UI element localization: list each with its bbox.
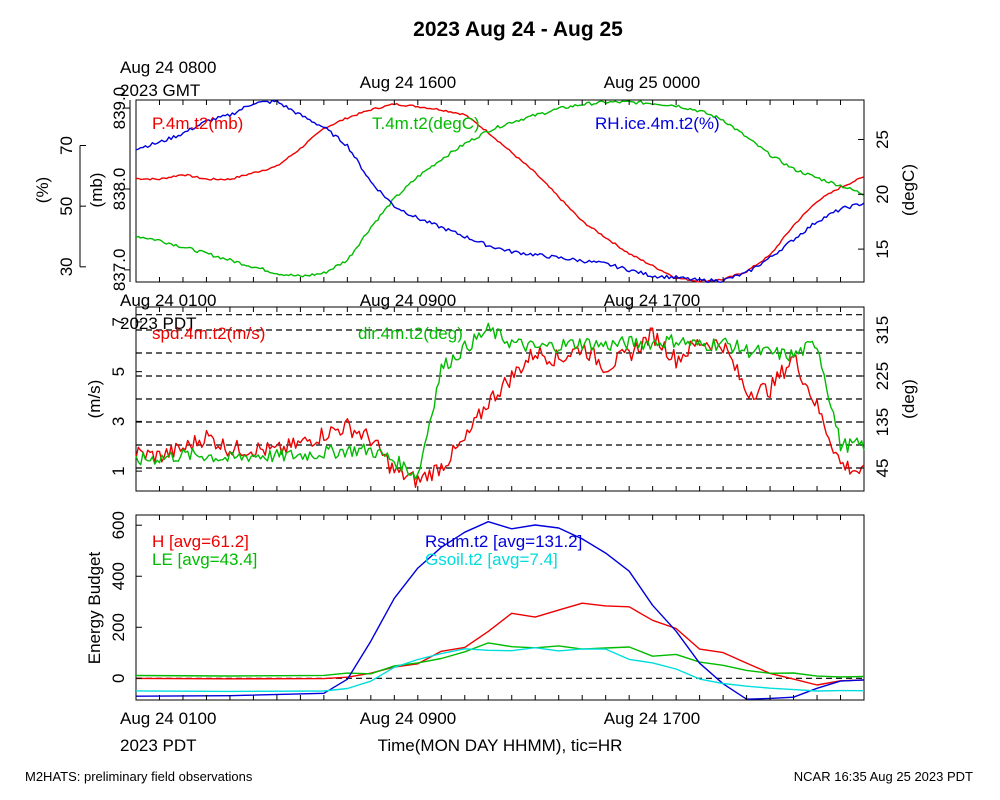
speed-tick-label: 7 — [109, 317, 128, 326]
ylabel-direction: (deg) — [899, 379, 918, 419]
mid-time-label: Aug 24 0900 — [360, 291, 456, 310]
energy-tick-label: 200 — [109, 613, 128, 641]
mid-time-label: Aug 24 1700 — [604, 291, 700, 310]
energy-tick-label: 0 — [109, 674, 128, 683]
panel-bottom: 0 200 400 600 Aug 24 0100 Aug 24 0900 Aug 24 1… — [85, 511, 865, 755]
series-speed — [135, 327, 865, 488]
ylabel-speed: (m/s) — [85, 380, 104, 419]
energy-tick-label: 400 — [109, 562, 128, 590]
panel-bottom-series — [135, 521, 865, 700]
temperature-tick-label: 15 — [873, 240, 892, 259]
ylabel-pressure: (mb) — [87, 173, 106, 208]
top-time-label: Aug 24 1600 — [360, 73, 456, 92]
speed-tick-label: 3 — [109, 417, 128, 426]
ylabel-temperature: (degC) — [899, 164, 918, 216]
series-temperature — [135, 100, 865, 278]
speed-tick-label: 5 — [109, 367, 128, 376]
series-gsoil — [135, 647, 865, 693]
legend-pressure: P.4m.t2(mb) — [152, 114, 243, 133]
pressure-tick-label: 838.0 — [110, 168, 129, 211]
legend-direction: dir.4m.t2(deg) — [358, 324, 463, 343]
panel-top-axes: 837.0 838.0 839.0 30 50 70 15 20 25 Aug 24 0800 Au… — [57, 58, 892, 291]
bottom-timezone-label: 2023 PDT — [120, 736, 197, 755]
legend-rsum: Rsum.t2 [avg=131.2] — [425, 532, 582, 551]
legend-gsoil: Gsoil.t2 [avg=7.4] — [425, 550, 558, 569]
direction-tick-label: 135 — [873, 408, 892, 436]
series-le — [135, 642, 865, 678]
legend-rh: RH.ice.4m.t2(%) — [595, 114, 720, 133]
direction-tick-label: 225 — [873, 362, 892, 390]
energy-tick-label: 600 — [109, 511, 128, 539]
rh-tick-label: 30 — [57, 257, 76, 276]
direction-tick-label: 315 — [873, 316, 892, 344]
series-direction — [135, 322, 865, 480]
legend-h: H [avg=61.2] — [152, 532, 249, 551]
ylabel-rh: (%) — [33, 177, 52, 203]
top-timezone-label: 2023 GMT — [120, 81, 200, 100]
mid-timezone-label: 2023 PDT — [120, 314, 197, 333]
series-rsum — [135, 521, 865, 700]
series-pressure — [135, 102, 865, 283]
bottom-time-label: Aug 24 1700 — [604, 709, 700, 728]
bottom-time-label: Aug 24 0900 — [360, 709, 456, 728]
pressure-tick-label: 837.0 — [110, 249, 129, 292]
temperature-tick-label: 25 — [873, 130, 892, 149]
panel-top-series — [135, 99, 865, 283]
ylabel-energy: Energy Budget — [85, 551, 104, 664]
top-time-label: Aug 25 0000 — [604, 73, 700, 92]
legend-speed: spd.4m.t2(m/s) — [152, 324, 265, 343]
panel-middle-series — [135, 322, 865, 488]
footer-right: NCAR 16:35 Aug 25 2023 PDT — [794, 769, 973, 784]
panel-top-frame — [135, 99, 865, 283]
bottom-time-label: Aug 24 0100 — [120, 709, 216, 728]
footer-left: M2HATS: preliminary field observations — [25, 769, 253, 784]
x-axis-label: Time(MON DAY HHMM), tic=HR — [378, 736, 623, 755]
rh-tick-label: 70 — [57, 136, 76, 155]
panel-bottom-frame — [135, 514, 865, 701]
top-time-label: Aug 24 0800 — [120, 58, 216, 77]
legend-temperature: T.4m.t2(degC) — [372, 114, 480, 133]
speed-tick-label: 1 — [109, 466, 128, 475]
rh-tick-label: 50 — [57, 197, 76, 216]
temperature-tick-label: 20 — [873, 185, 892, 204]
panel-top: 837.0 838.0 839.0 30 50 70 15 20 25 Aug 24 0800 Au… — [33, 58, 918, 291]
chart-title: 2023 Aug 24 - Aug 25 — [413, 18, 623, 41]
direction-tick-label: 45 — [873, 459, 892, 478]
mid-time-label: Aug 24 0100 — [120, 291, 216, 310]
legend-le: LE [avg=43.4] — [152, 550, 257, 569]
panel-bottom-axes: 0 200 400 600 Aug 24 0100 Aug 24 0900 Aug 24 1… — [109, 511, 865, 728]
series-rh — [135, 99, 865, 283]
pressure-tick-label: 839.0 — [110, 87, 129, 130]
